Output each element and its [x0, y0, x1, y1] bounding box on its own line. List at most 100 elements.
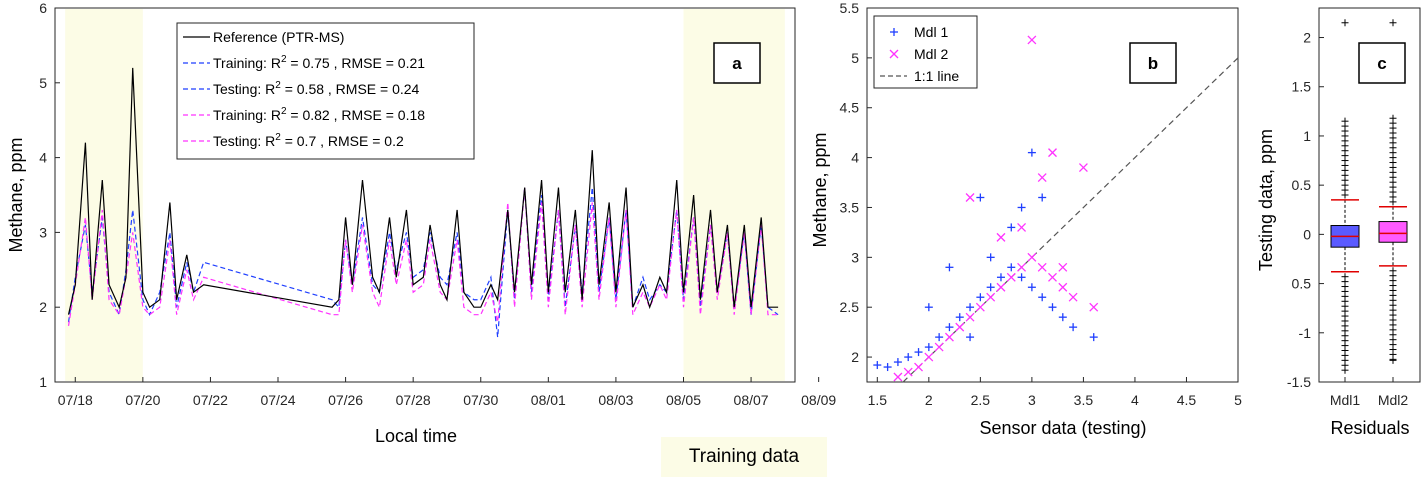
point-mdl2 [975, 302, 985, 312]
legend-swatch [889, 49, 899, 59]
point-mdl2 [1006, 272, 1016, 282]
point-mdl2 [1037, 262, 1047, 272]
point-mdl1 [914, 348, 923, 357]
point-mdl2 [934, 342, 944, 352]
one-to-one-line [902, 57, 1239, 383]
point-mdl2 [944, 332, 954, 342]
point-mdl1 [1007, 263, 1016, 272]
box-mdl1 [1330, 19, 1360, 374]
y-tick-label: 3 [39, 224, 47, 240]
point-mdl1 [986, 253, 995, 262]
point-mdl2 [965, 193, 975, 202]
y-tick-label: 1 [39, 374, 47, 390]
panel-a-axes-box [54, 7, 796, 383]
legend-entry: Training: R2 = 0.82 , RMSE = 0.18 [213, 106, 425, 123]
x-tick-label: 4 [1131, 392, 1139, 408]
panel-c-xlabel: Residuals [1330, 418, 1409, 438]
panel-c-axes-box [1318, 7, 1421, 383]
point-mdl2 [1058, 282, 1068, 292]
y-tick-label: 0 [1303, 226, 1311, 242]
legend-entry: Training: R2 = 0.75 , RMSE = 0.21 [213, 54, 425, 71]
point-mdl1 [976, 293, 985, 302]
legend-swatch [890, 28, 898, 36]
point-mdl1 [976, 193, 985, 202]
panel-b-xlabel: Sensor data (testing) [979, 418, 1146, 438]
point-mdl2 [1017, 262, 1027, 272]
point-mdl2 [1048, 148, 1057, 158]
point-mdl2 [1027, 252, 1037, 262]
point-mdl1 [1017, 273, 1026, 282]
x-tick-label: 08/09 [801, 392, 836, 408]
x-tick-label: 08/05 [666, 392, 701, 408]
x-tick-label: 08/01 [531, 392, 566, 408]
panel-b-label-box [1129, 42, 1177, 84]
x-tick-label: Mdl1 [1330, 392, 1361, 408]
panel-a-y-ticks: 1 2 3 4 5 6 [39, 0, 60, 390]
point-mdl1 [945, 263, 954, 272]
panel-a-legend: Reference (PTR-MS) Training: R2 = 0.75 , … [176, 22, 475, 160]
panel-a-series [67, 67, 779, 338]
point-mdl1 [1017, 203, 1026, 212]
panel-a-xlabel: Local time [375, 426, 457, 446]
y-tick-label: 0.5 [1292, 177, 1312, 193]
point-mdl1 [924, 303, 933, 312]
legend-entry: Testing: R2 = 0.58 , RMSE = 0.24 [213, 80, 420, 97]
y-tick-label: 1.5 [1292, 79, 1312, 95]
legend-entry: Testing: R2 = 0.7 , RMSE = 0.2 [213, 132, 404, 149]
point-mdl1 [904, 353, 913, 362]
x-tick-label: 3.5 [1074, 392, 1094, 408]
point-mdl1 [966, 333, 975, 342]
panel-b-legend: Mdl 1 Mdl 2 1:1 line [873, 15, 978, 89]
panel-a-legend-box [176, 22, 475, 160]
y-tick-label: 3.5 [840, 199, 860, 215]
y-tick-label: 4.5 [840, 100, 860, 116]
y-tick-label: 1 [1303, 128, 1311, 144]
panel-b: 2 2.5 3 3.5 4 4.5 5 5.5 1.5 2 2.5 3 3.5 4 4.5 5 Methan… [810, 0, 1242, 438]
x-tick-label: 07/22 [193, 392, 228, 408]
point-mdl2 [1078, 163, 1088, 173]
point-mdl2 [1068, 292, 1078, 302]
point-mdl1 [1058, 313, 1067, 322]
panel-a-label: a [732, 54, 742, 73]
x-tick-label: 07/24 [260, 392, 295, 408]
point-mdl1 [955, 313, 964, 322]
panel-b-y-ticks: 2 2.5 3 3.5 4 4.5 5 5.5 [840, 0, 872, 365]
point-mdl1 [945, 323, 954, 332]
x-tick-label: 2.5 [971, 392, 991, 408]
panel-b-points [873, 35, 1239, 383]
x-tick-label: 08/03 [598, 392, 633, 408]
point-mdl1 [966, 303, 975, 312]
panel-b-label: b [1148, 54, 1158, 73]
y-tick-label: 4 [851, 150, 859, 166]
legend-entry: 1:1 line [914, 68, 959, 84]
y-tick-label: 3 [851, 249, 859, 265]
y-tick-label: 2 [1303, 30, 1311, 46]
point-mdl2 [996, 232, 1006, 242]
point-mdl1 [883, 363, 892, 372]
panel-b-ylabel: Methane, ppm [810, 132, 830, 247]
point-mdl2 [914, 362, 923, 372]
point-mdl1 [893, 358, 902, 367]
x-tick-label: 07/28 [396, 392, 431, 408]
y-tick-label: 4 [39, 150, 47, 166]
point-mdl1 [1089, 333, 1098, 342]
x-tick-label: 07/20 [125, 392, 160, 408]
point-mdl2 [903, 367, 913, 377]
series-line-1 [67, 187, 779, 338]
training-data-note: Training data [661, 437, 827, 477]
point-mdl2 [986, 292, 996, 302]
x-tick-label: 5 [1234, 392, 1242, 408]
panel-c-y-ticks: -1.5 -1 0.5 0 0.5 1 1.5 2 [1287, 30, 1324, 390]
y-tick-label: 2 [39, 299, 47, 315]
y-tick-label: 2 [851, 349, 859, 365]
point-mdl2 [1048, 272, 1057, 282]
y-tick-label: 5.5 [840, 0, 860, 16]
series-line-0 [67, 67, 779, 315]
point-mdl2 [1037, 173, 1047, 183]
point-mdl2 [1027, 35, 1037, 45]
panel-a-ylabel: Methane, ppm [6, 137, 26, 252]
point-mdl2 [1017, 222, 1027, 232]
y-tick-label: -1.5 [1287, 374, 1311, 390]
point-mdl1 [996, 273, 1005, 282]
